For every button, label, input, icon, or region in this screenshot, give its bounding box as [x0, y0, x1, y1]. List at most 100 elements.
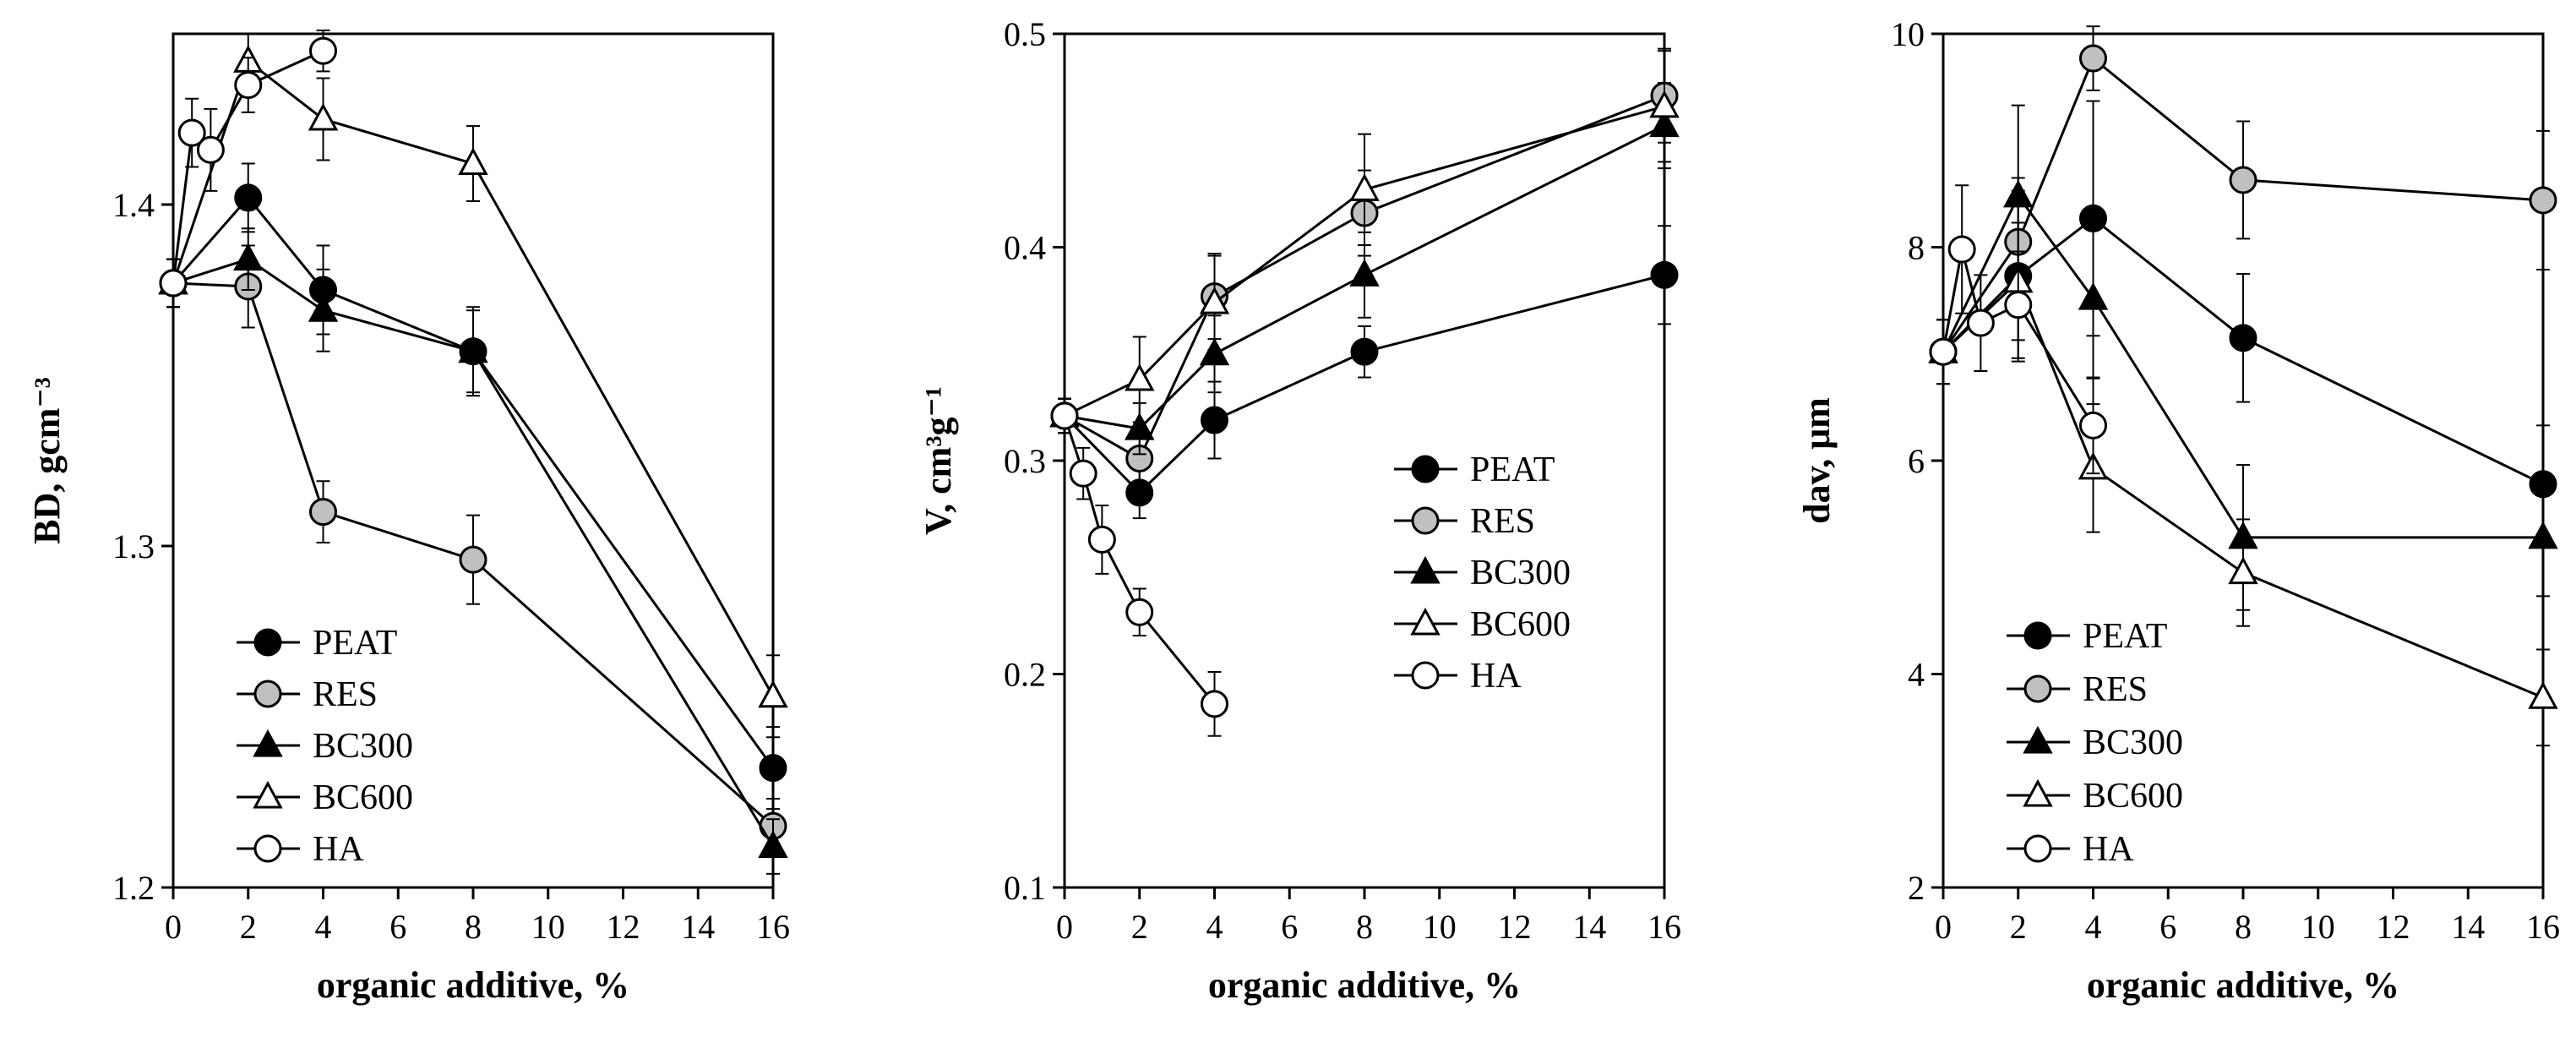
- data-point-ha: [2004, 291, 2033, 319]
- legend-item-ha: HA: [1394, 657, 1522, 696]
- legend: PEAT RES BC300 BC600 HA: [1394, 451, 1571, 696]
- legend-item-res: RES: [2007, 670, 2148, 709]
- data-point-ha: [177, 118, 206, 147]
- data-point-res: [2229, 166, 2257, 194]
- y-tick-label: 6: [1908, 442, 1925, 480]
- legend-marker: [1411, 455, 1440, 483]
- x-tick-label: 12: [607, 908, 640, 946]
- legend-item-peat: PEAT: [1394, 451, 1555, 489]
- data-point-ha: [234, 71, 263, 100]
- data-point-ha: [309, 36, 337, 65]
- data-point-bc300: [2528, 521, 2558, 549]
- y-tick-label: 2: [1908, 869, 1925, 907]
- data-point-bc300: [2003, 179, 2034, 208]
- data-point-res: [2079, 44, 2107, 73]
- data-point-bc600: [1349, 173, 1380, 201]
- legend-marker: [253, 628, 282, 657]
- x-tick-label: 14: [2451, 908, 2485, 946]
- data-point-bc600: [758, 680, 788, 708]
- chart-panel-1: 0 2 4 6 8 10 12 14 16 1.2 1.3 1.4 organic additive, …: [26, 29, 790, 1006]
- data-point-peat: [1350, 337, 1379, 366]
- legend-label: RES: [313, 675, 378, 714]
- y-tick-label: 0.2: [1004, 656, 1046, 694]
- y-tick-label: 8: [1908, 229, 1925, 267]
- x-axis-title: organic additive, %: [2087, 964, 2399, 1006]
- series-bc600: [1049, 50, 1680, 434]
- legend-marker: [2023, 674, 2052, 703]
- legend-item-peat: PEAT: [2007, 617, 2167, 656]
- data-point-bc300: [758, 830, 788, 859]
- legend-label: HA: [2083, 830, 2134, 869]
- legend-item-bc300: BC300: [1394, 554, 1571, 592]
- x-tick-label: 2: [1131, 908, 1148, 946]
- legend-item-ha: HA: [2007, 830, 2134, 869]
- legend-label: BC300: [313, 727, 413, 766]
- legend-marker: [253, 729, 283, 757]
- data-point-bc300: [308, 294, 339, 322]
- legend-label: RES: [1470, 502, 1535, 541]
- data-point-ha: [1929, 337, 1958, 366]
- data-point-ha: [2079, 411, 2107, 440]
- legend-marker: [2023, 621, 2052, 650]
- data-point-bc600: [308, 102, 339, 131]
- x-tick-label: 4: [315, 908, 332, 946]
- legend-item-res: RES: [1394, 502, 1535, 541]
- y-tick-label: 0.4: [1004, 229, 1046, 267]
- legend-item-peat: PEAT: [237, 624, 397, 663]
- series-ha: [1050, 397, 1228, 737]
- legend-marker: [253, 780, 283, 809]
- y-axis-title: V, cm³g⁻¹: [918, 386, 959, 535]
- data-point-bc600: [458, 147, 488, 176]
- x-tick-label: 10: [531, 908, 565, 946]
- data-point-ha: [1069, 459, 1097, 488]
- data-point-ha: [1050, 401, 1079, 430]
- y-tick-label: 1.4: [112, 186, 155, 224]
- y-tick-label: 1.2: [112, 869, 155, 907]
- data-point-bc600: [2528, 681, 2558, 709]
- data-point-ha: [1087, 525, 1116, 554]
- data-point-peat: [2229, 324, 2257, 352]
- data-point-res: [2529, 186, 2557, 215]
- legend-item-res: RES: [237, 675, 378, 714]
- legend-marker: [253, 680, 282, 708]
- x-tick-label: 2: [2010, 908, 2027, 946]
- series-ha: [159, 29, 337, 309]
- legend-marker: [2023, 778, 2053, 807]
- legend-label: BC600: [1470, 605, 1571, 644]
- legend-label: PEAT: [1470, 451, 1555, 489]
- data-point-bc600: [1125, 363, 1155, 391]
- legend-item-bc300: BC300: [237, 727, 413, 766]
- data-point-bc600: [1649, 90, 1680, 118]
- data-point-ha: [159, 269, 188, 298]
- data-point-bc300: [233, 243, 264, 271]
- x-tick-label: 6: [389, 908, 406, 946]
- legend-label: HA: [1470, 657, 1522, 696]
- y-tick-label: 1.3: [112, 527, 155, 565]
- x-tick-label: 0: [165, 908, 182, 946]
- x-tick-label: 16: [2526, 908, 2560, 946]
- legend-item-bc600: BC600: [1394, 605, 1571, 644]
- x-tick-label: 14: [681, 908, 715, 946]
- legend-item-bc600: BC600: [237, 778, 413, 817]
- legend-marker: [1411, 506, 1440, 535]
- y-tick-label: 0.5: [1004, 15, 1046, 53]
- data-point-bc300: [1125, 412, 1155, 440]
- data-point-ha: [196, 135, 225, 164]
- x-axis-title: organic additive, %: [1208, 964, 1521, 1006]
- legend-marker: [1410, 555, 1440, 584]
- data-point-ha: [1201, 690, 1228, 718]
- data-point-peat: [1201, 406, 1228, 434]
- data-point-bc300: [458, 335, 488, 363]
- data-point-bc300: [1349, 259, 1380, 287]
- data-point-peat: [234, 183, 263, 212]
- data-point-bc600: [2228, 556, 2258, 585]
- legend-item-bc300: BC300: [2007, 724, 2183, 762]
- legend-marker: [1411, 661, 1440, 690]
- x-tick-label: 4: [1206, 908, 1223, 946]
- y-tick-label: 0.1: [1004, 869, 1046, 907]
- x-tick-label: 0: [1935, 908, 1952, 946]
- legend-label: BC600: [2083, 777, 2183, 816]
- legend-label: RES: [2083, 670, 2148, 709]
- x-tick-label: 10: [1423, 908, 1457, 946]
